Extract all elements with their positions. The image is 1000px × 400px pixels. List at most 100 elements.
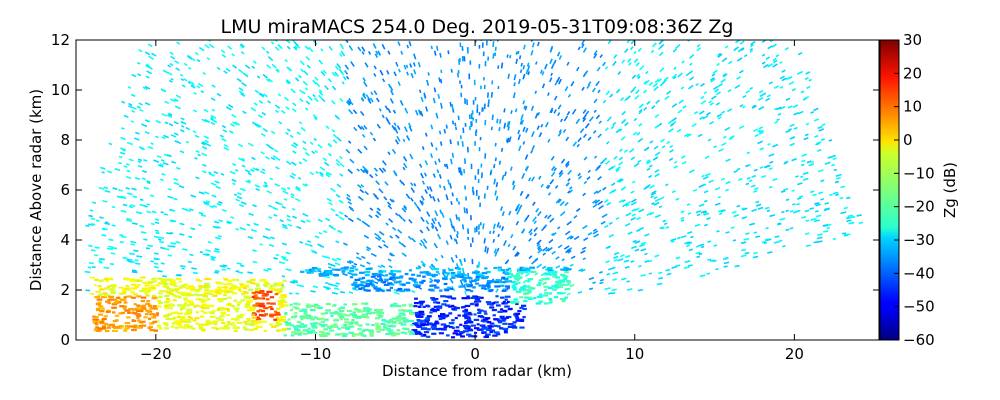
echo-cell xyxy=(246,297,252,300)
echo-mark xyxy=(322,157,327,162)
echo-cell xyxy=(324,269,329,273)
echo-cell xyxy=(221,327,228,330)
echo-cell xyxy=(134,312,141,316)
echo-mark xyxy=(556,76,561,83)
echo-mark xyxy=(350,61,355,67)
echo-mark xyxy=(663,222,668,226)
echo-cell xyxy=(282,320,286,323)
echo-cell xyxy=(416,285,421,288)
echo-cell xyxy=(515,290,522,293)
echo-mark xyxy=(815,210,819,213)
echo-mark xyxy=(515,51,518,55)
echo-mark xyxy=(327,78,332,83)
echo-mark xyxy=(214,180,220,184)
echo-cell xyxy=(281,295,288,298)
echo-cell xyxy=(543,285,549,288)
echo-cell xyxy=(555,276,560,279)
echo-cell xyxy=(429,280,433,283)
echo-mark xyxy=(606,201,612,206)
echo-mark xyxy=(567,169,573,176)
echo-mark xyxy=(356,168,360,172)
echo-cell xyxy=(524,296,529,299)
echo-mark xyxy=(649,184,655,189)
echo-mark xyxy=(455,197,459,202)
echo-mark xyxy=(835,176,841,180)
echo-cell xyxy=(423,333,427,337)
echo-cell xyxy=(419,322,425,325)
echo-mark xyxy=(216,202,222,206)
echo-cell xyxy=(415,311,419,315)
echo-cell xyxy=(363,334,367,338)
echo-mark xyxy=(236,195,243,200)
echo-mark xyxy=(111,224,116,227)
echo-mark xyxy=(140,147,145,151)
echo-mark xyxy=(742,105,746,109)
echo-mark xyxy=(723,261,730,265)
echo-mark xyxy=(302,91,306,95)
echo-mark xyxy=(581,40,586,46)
echo-mark xyxy=(524,154,529,160)
echo-cell xyxy=(166,288,171,291)
echo-mark xyxy=(618,156,624,161)
echo-cell xyxy=(224,288,228,291)
echo-mark xyxy=(426,211,431,217)
echo-cell xyxy=(470,289,474,293)
echo-cell xyxy=(372,285,378,288)
echo-cell xyxy=(283,334,287,337)
echo-cell xyxy=(440,323,447,326)
echo-cell xyxy=(489,306,495,309)
echo-mark xyxy=(758,129,764,134)
echo-cell xyxy=(407,330,414,333)
echo-mark xyxy=(725,188,730,192)
echo-mark xyxy=(668,127,674,133)
echo-cell xyxy=(282,279,287,282)
echo-mark xyxy=(151,52,157,57)
echo-mark xyxy=(163,213,169,216)
echo-cell xyxy=(474,304,479,307)
echo-mark xyxy=(552,62,556,67)
echo-cell xyxy=(120,292,126,295)
echo-mark xyxy=(347,168,354,174)
echo-mark xyxy=(715,268,719,271)
echo-mark xyxy=(212,204,218,208)
echo-mark xyxy=(698,243,705,247)
echo-cell xyxy=(552,270,558,274)
echo-cell xyxy=(389,304,396,308)
echo-mark xyxy=(147,43,153,48)
echo-cell xyxy=(416,312,422,316)
echo-mark xyxy=(638,226,645,231)
echo-mark xyxy=(527,71,530,76)
echo-cell xyxy=(505,288,509,291)
echo-cell xyxy=(302,332,308,335)
echo-cell xyxy=(296,321,302,324)
echo-cell xyxy=(126,316,131,319)
echo-cell xyxy=(501,310,508,313)
echo-cell xyxy=(105,300,110,303)
echo-mark xyxy=(99,216,104,219)
echo-cell xyxy=(179,318,186,322)
echo-cell xyxy=(460,275,465,278)
echo-mark xyxy=(577,172,581,177)
echo-mark xyxy=(346,99,352,105)
echo-mark xyxy=(450,158,453,165)
echo-mark xyxy=(100,166,106,170)
echo-mark xyxy=(267,267,272,271)
echo-mark xyxy=(582,133,587,139)
echo-cell xyxy=(92,315,96,318)
echo-cell xyxy=(181,305,186,308)
echo-cell xyxy=(236,321,243,324)
echo-cell xyxy=(318,274,325,277)
echo-mark xyxy=(755,203,762,207)
echo-mark xyxy=(659,40,665,44)
echo-mark xyxy=(285,251,291,255)
echo-mark xyxy=(703,199,708,203)
echo-cell xyxy=(475,277,480,280)
echo-cell xyxy=(121,311,125,314)
echo-mark xyxy=(336,162,341,167)
echo-cell xyxy=(325,302,331,306)
echo-cell xyxy=(223,278,229,281)
echo-cell xyxy=(97,301,102,304)
echo-mark xyxy=(561,258,565,262)
echo-mark xyxy=(746,151,751,155)
echo-cell xyxy=(299,309,304,312)
